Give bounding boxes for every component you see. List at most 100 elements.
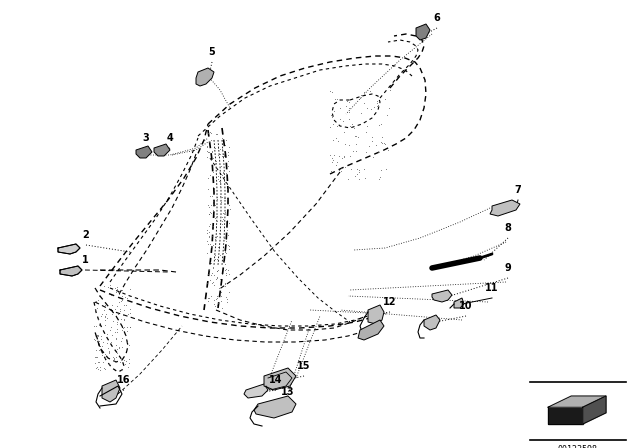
Point — [117, 334, 127, 341]
Point — [202, 143, 212, 151]
Point — [210, 202, 220, 209]
Point — [328, 136, 338, 143]
Point — [99, 306, 109, 314]
Point — [115, 315, 125, 323]
Polygon shape — [548, 407, 583, 424]
Point — [374, 122, 384, 129]
Point — [224, 219, 234, 226]
Point — [106, 291, 116, 298]
Point — [93, 331, 103, 338]
Point — [381, 165, 391, 172]
Point — [214, 150, 225, 157]
Point — [380, 141, 390, 148]
Point — [120, 293, 130, 300]
Point — [121, 336, 131, 343]
Point — [101, 310, 111, 318]
Point — [117, 344, 127, 351]
Point — [111, 289, 121, 296]
Point — [216, 297, 226, 304]
Point — [212, 273, 222, 280]
Point — [112, 345, 122, 352]
Point — [91, 365, 101, 372]
Point — [373, 101, 383, 108]
Point — [223, 151, 233, 159]
Point — [351, 148, 361, 155]
Point — [208, 264, 218, 271]
Point — [97, 310, 107, 318]
Point — [99, 365, 109, 372]
Point — [124, 359, 134, 366]
Point — [340, 103, 351, 110]
Point — [203, 297, 213, 305]
Point — [214, 145, 225, 152]
Point — [358, 99, 369, 107]
Point — [348, 147, 358, 155]
Point — [355, 95, 365, 102]
Point — [356, 91, 366, 98]
Point — [220, 142, 230, 149]
Text: 7: 7 — [515, 185, 522, 195]
Point — [118, 311, 128, 318]
Point — [115, 308, 125, 315]
Point — [224, 202, 234, 209]
Point — [116, 327, 127, 334]
Point — [115, 298, 125, 306]
Point — [325, 168, 335, 175]
Point — [100, 354, 111, 361]
Point — [223, 163, 234, 170]
Point — [212, 196, 222, 203]
Point — [92, 305, 102, 312]
Point — [217, 304, 227, 311]
Point — [209, 281, 220, 289]
Point — [202, 279, 212, 286]
Point — [104, 282, 115, 289]
Polygon shape — [583, 396, 606, 424]
Point — [221, 250, 231, 257]
Point — [213, 145, 223, 152]
Point — [222, 295, 232, 302]
Point — [90, 359, 100, 366]
Point — [217, 146, 227, 153]
Point — [216, 162, 227, 169]
Point — [212, 151, 223, 158]
Point — [329, 107, 339, 114]
Point — [97, 342, 108, 349]
Point — [107, 310, 117, 317]
Point — [220, 280, 230, 287]
Point — [205, 208, 216, 215]
Point — [118, 324, 128, 332]
Point — [125, 323, 135, 331]
Point — [372, 100, 382, 107]
Point — [221, 216, 232, 224]
Point — [222, 180, 232, 187]
Point — [90, 353, 100, 360]
Point — [108, 284, 118, 291]
Point — [220, 247, 230, 254]
Point — [207, 197, 218, 204]
Point — [372, 149, 383, 156]
Point — [121, 358, 131, 365]
Point — [325, 151, 335, 158]
Point — [111, 354, 121, 361]
Point — [223, 267, 233, 274]
Point — [121, 346, 131, 353]
Point — [211, 295, 221, 302]
Point — [340, 140, 350, 147]
Point — [112, 319, 122, 326]
Point — [116, 366, 126, 374]
Point — [220, 178, 230, 185]
Point — [355, 167, 365, 174]
Point — [210, 256, 220, 263]
Point — [108, 354, 118, 361]
Point — [119, 307, 129, 314]
Point — [204, 203, 214, 210]
Point — [221, 236, 231, 243]
Point — [219, 195, 229, 202]
Point — [361, 129, 371, 136]
Point — [102, 330, 113, 337]
Point — [220, 283, 230, 290]
Point — [204, 228, 214, 235]
Point — [113, 289, 123, 296]
Polygon shape — [432, 290, 452, 302]
Point — [212, 212, 222, 220]
